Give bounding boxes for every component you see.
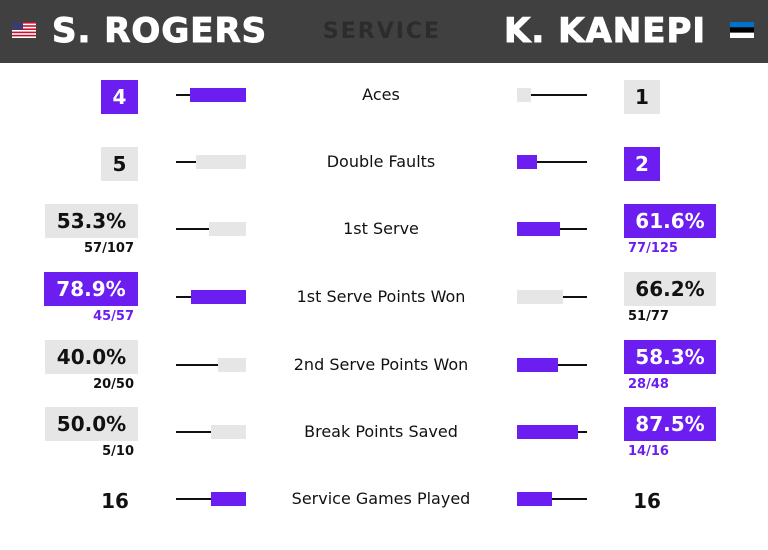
right-stat-ratio: 28/48: [628, 377, 669, 392]
stat-label: Break Points Saved: [304, 422, 458, 441]
right-stat-ratio: 77/125: [628, 241, 678, 256]
left-stat-ratio: 57/107: [84, 241, 134, 256]
stat-row: 5 Double Faults 2: [0, 133, 768, 193]
section-title: SERVICE: [322, 19, 442, 44]
right-stat-ratio: 14/16: [628, 444, 669, 459]
left-stat-bar: [176, 492, 246, 506]
left-stat-bar: [176, 88, 246, 102]
right-stat-bar: [517, 290, 587, 304]
estonia-flag-icon: [730, 22, 754, 38]
right-stat-bar: [517, 88, 587, 102]
right-stat-ratio: 51/77: [628, 309, 669, 324]
stat-row: 53.3% 57/107 1st Serve 61.6% 77/125: [0, 200, 768, 260]
right-stat-bar: [517, 358, 587, 372]
left-stat-value: 4: [101, 80, 138, 114]
stat-label: Double Faults: [326, 152, 436, 171]
stat-row: 40.0% 20/50 2nd Serve Points Won 58.3% 28/48: [0, 336, 768, 396]
left-stat-ratio: 45/57: [93, 309, 134, 324]
left-stat-value: 78.9%: [44, 272, 138, 306]
right-stat-bar: [517, 222, 587, 236]
right-stat-bar: [517, 425, 587, 439]
stat-label: 2nd Serve Points Won: [293, 355, 469, 374]
left-stat-bar: [176, 425, 246, 439]
left-stat-ratio: 20/50: [93, 377, 134, 392]
left-stat-value: 53.3%: [45, 204, 138, 238]
stat-row: 78.9% 45/57 1st Serve Points Won 66.2% 51/77: [0, 268, 768, 328]
stat-label: 1st Serve: [343, 219, 419, 238]
left-stat-value: 50.0%: [45, 407, 138, 441]
stat-label: Service Games Played: [291, 489, 471, 508]
stat-label: 1st Serve Points Won: [296, 287, 466, 306]
left-stat-bar: [176, 358, 246, 372]
left-stat-value: 16: [101, 489, 129, 513]
left-stat-value: 40.0%: [45, 340, 138, 374]
left-stat-bar: [176, 155, 246, 169]
right-stat-bar: [517, 155, 587, 169]
left-stat-ratio: 5/10: [102, 444, 134, 459]
right-stat-value: 58.3%: [624, 340, 716, 374]
right-stat-value: 2: [624, 147, 660, 181]
right-stat-value: 61.6%: [624, 204, 716, 238]
right-stat-value: 66.2%: [624, 272, 716, 306]
right-stat-value: 1: [624, 80, 660, 114]
stat-row: 16 Service Games Played 16: [0, 470, 768, 530]
usa-flag-icon: [12, 22, 36, 38]
stat-label: Aces: [362, 85, 400, 104]
left-player-name: S. ROGERS: [51, 11, 268, 52]
right-stat-value: 16: [633, 489, 661, 513]
right-player-name: K. KANEPI: [503, 11, 707, 52]
left-stat-bar: [176, 290, 246, 304]
stat-row: 4 Aces 1: [0, 66, 768, 126]
left-stat-bar: [176, 222, 246, 236]
left-stat-value: 5: [101, 147, 138, 181]
header-bar: S. ROGERS SERVICE K. KANEPI: [0, 0, 768, 63]
right-stat-bar: [517, 492, 587, 506]
stat-row: 50.0% 5/10 Break Points Saved 87.5% 14/16: [0, 403, 768, 463]
right-stat-value: 87.5%: [624, 407, 716, 441]
